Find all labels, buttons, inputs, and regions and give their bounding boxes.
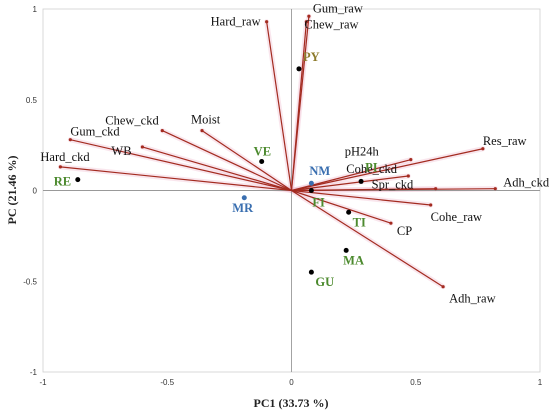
- score-point: [308, 269, 314, 275]
- x-tick-label: 0: [289, 378, 294, 387]
- score-label: MR: [232, 201, 254, 215]
- x-tick-label: 1: [538, 378, 543, 387]
- loading-vector: [290, 21, 308, 191]
- loading-label: Hard_raw: [211, 15, 261, 29]
- score-point: [346, 209, 352, 215]
- score-point: [75, 177, 81, 183]
- loading-label: Res_raw: [483, 134, 527, 148]
- y-tick-label: 1: [33, 5, 38, 14]
- score-label: FI: [312, 196, 325, 210]
- loading-label: CP: [397, 224, 412, 238]
- x-tick-label: -0.5: [160, 378, 174, 387]
- score-label: PY: [303, 50, 320, 64]
- x-tick-labels: -1 -0.5 0 0.5 1: [39, 378, 542, 387]
- loading-vector-tip: [68, 138, 72, 142]
- loading-vector-tip: [265, 20, 269, 24]
- score-label: MA: [343, 253, 364, 267]
- score-label: NM: [309, 164, 330, 178]
- x-axis-title: PC1 (33.73 %): [254, 396, 329, 410]
- x-tick-label: 0.5: [410, 378, 422, 387]
- loading-labels: Gum_raw Chew_raw Hard_raw Res_raw pH24h Cohe_…: [40, 1, 549, 305]
- loading-label: Moist: [191, 113, 221, 127]
- loading-vector: [291, 189, 392, 224]
- loading-vector-tip: [493, 187, 497, 191]
- score-label: VE: [254, 144, 271, 158]
- loading-vector-tip: [481, 147, 485, 151]
- loading-vector: [60, 166, 292, 192]
- score-point: [343, 247, 349, 253]
- loading-vector: [291, 189, 444, 288]
- y-tick-label: -1: [30, 368, 38, 377]
- loading-label: Cohe_ckd: [346, 162, 397, 176]
- loading-label: Adh_raw: [449, 292, 496, 306]
- loading-vector: [291, 189, 431, 206]
- loading-vector: [142, 146, 292, 192]
- loading-label: Chew_raw: [304, 18, 358, 32]
- y-axis-title: PC (21.46 %): [5, 156, 19, 225]
- loading-vector-tip: [307, 14, 311, 18]
- loading-label: WB: [111, 144, 131, 158]
- y-tick-label: -0.5: [23, 277, 37, 286]
- loading-vector: [201, 130, 292, 191]
- loading-label: Adh_ckd: [503, 176, 550, 190]
- loading-label: Cohe_raw: [431, 210, 482, 224]
- score-point: [296, 66, 302, 72]
- loading-vector-tip: [304, 20, 309, 24]
- y-tick-label: 0.5: [26, 96, 38, 105]
- loading-vector-tip: [140, 145, 144, 149]
- x-tick-label: -1: [39, 378, 47, 387]
- loading-vector: [70, 139, 292, 192]
- score-points: PY VE NM PI FI TI MA GU MR RE: [54, 50, 378, 289]
- score-label: PI: [365, 160, 378, 174]
- loading-label: Gum_ckd: [70, 125, 120, 139]
- loading-vector-tip: [409, 158, 413, 162]
- score-point: [308, 188, 314, 193]
- loading-label: pH24h: [345, 145, 380, 159]
- loading-label: Spr_ckd: [372, 178, 414, 192]
- loading-vector-tip: [441, 285, 445, 289]
- loading-vector: [291, 148, 483, 192]
- score-label: GU: [315, 275, 334, 289]
- loading-label: Gum_raw: [313, 1, 363, 15]
- score-label: RE: [54, 175, 71, 189]
- loading-vector-tip: [429, 203, 433, 207]
- y-tick-labels: 1 0.5 0 -0.5 -1: [23, 5, 37, 377]
- loading-vector-tip: [200, 129, 204, 133]
- loading-vector-tip: [406, 174, 410, 178]
- loading-label: Chew_ckd: [105, 114, 159, 128]
- loading-vectors: [58, 14, 497, 289]
- score-point: [241, 195, 247, 201]
- score-point: [308, 180, 314, 186]
- loading-vector-tip: [58, 165, 62, 169]
- score-point: [358, 178, 364, 184]
- loading-vector-tip: [160, 129, 164, 133]
- loading-vector: [291, 188, 496, 192]
- y-tick-label: 0: [33, 187, 38, 196]
- score-point: [259, 158, 265, 164]
- loading-label: Hard_ckd: [40, 150, 90, 164]
- loading-vector: [162, 130, 292, 192]
- loading-vector: [266, 21, 293, 191]
- loading-vector-tip: [389, 221, 393, 225]
- score-label: TI: [353, 215, 366, 229]
